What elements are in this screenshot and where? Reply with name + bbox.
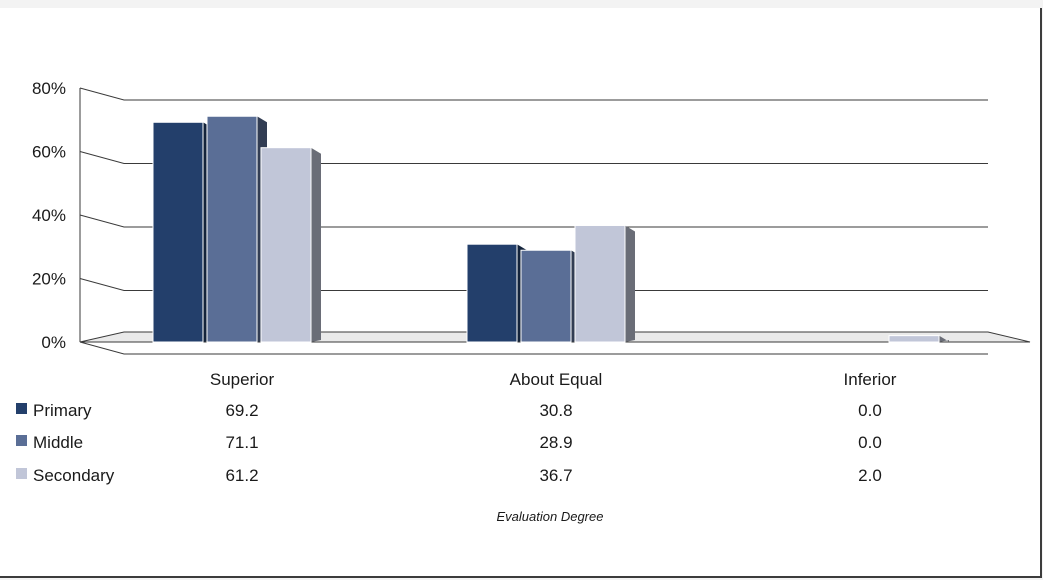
legend-swatch xyxy=(16,435,27,446)
legend-label: Primary xyxy=(33,401,92,420)
legend-label: Secondary xyxy=(33,466,115,485)
legend-swatch xyxy=(16,403,27,414)
data-table: Primary 69.2 30.8 0.0 Middle 71.1 28.9 0.0 Secon… xyxy=(16,401,882,485)
y-tick-label: 20% xyxy=(32,270,66,289)
table-cell: 2.0 xyxy=(858,466,882,485)
legend-label: Middle xyxy=(33,433,83,452)
bar xyxy=(520,249,572,343)
category-label: Superior xyxy=(210,370,275,389)
y-tick-label: 40% xyxy=(32,206,66,225)
bar xyxy=(152,121,204,343)
bar-side xyxy=(311,147,321,342)
table-cell: 61.2 xyxy=(225,466,258,485)
bar xyxy=(206,115,258,343)
table-cell: 30.8 xyxy=(539,401,572,420)
table-cell: 0.0 xyxy=(858,401,882,420)
bar xyxy=(888,335,940,343)
legend-swatch xyxy=(16,468,27,479)
bar-side xyxy=(939,335,949,342)
y-tick-label: 80% xyxy=(32,79,66,98)
bar xyxy=(574,224,626,343)
table-cell: 69.2 xyxy=(225,401,258,420)
y-axis-ticks: 0% 20% 40% 60% 80% xyxy=(32,79,66,352)
table-cell: 0.0 xyxy=(858,433,882,452)
category-label: Inferior xyxy=(844,370,897,389)
grid-lines xyxy=(79,87,988,355)
gridline xyxy=(79,214,988,228)
bar xyxy=(466,243,518,343)
bar xyxy=(260,147,312,343)
y-tick-label: 0% xyxy=(41,333,66,352)
table-cell: 71.1 xyxy=(225,433,258,452)
bar-side xyxy=(625,225,635,342)
category-labels: Superior About Equal Inferior xyxy=(210,370,897,389)
gridline xyxy=(79,87,988,101)
category-label: About Equal xyxy=(510,370,603,389)
bars xyxy=(152,115,949,343)
x-axis-label: Evaluation Degree xyxy=(497,509,604,524)
table-cell: 28.9 xyxy=(539,433,572,452)
gridline xyxy=(79,341,988,355)
gridline xyxy=(79,278,988,291)
gridline xyxy=(79,151,988,164)
table-cell: 36.7 xyxy=(539,466,572,485)
y-tick-label: 60% xyxy=(32,143,66,162)
